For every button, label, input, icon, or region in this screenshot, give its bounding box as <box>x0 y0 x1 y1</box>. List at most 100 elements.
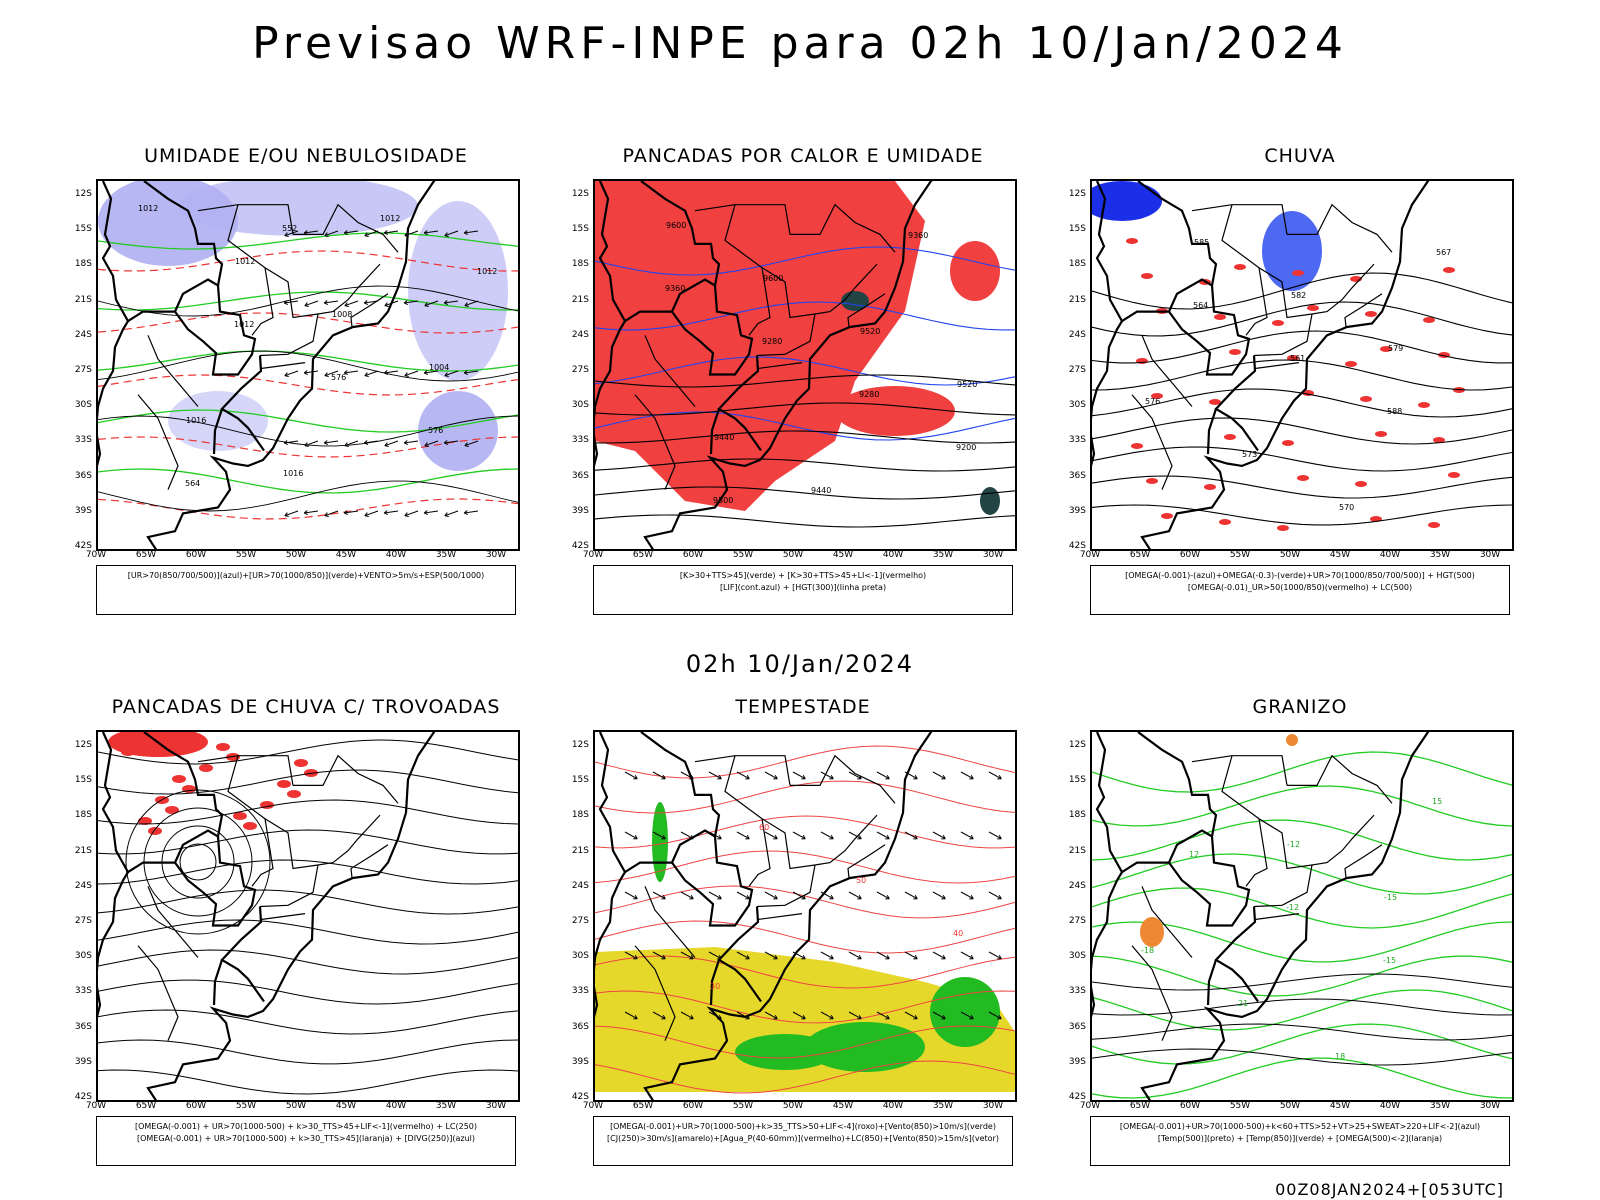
contour-label: 9520 <box>860 327 880 336</box>
latitude-tick-label: 18S <box>74 810 92 821</box>
streamline-250 <box>98 889 518 915</box>
thunder-red-area <box>243 822 257 830</box>
legend-line: [OMEGA(-0.01)_UR>50(1000/850)(vermelho) … <box>1187 583 1413 592</box>
contour-label: 9360 <box>665 284 685 293</box>
hgt300-contour <box>595 514 1015 528</box>
thickness-red-contour <box>98 436 518 458</box>
temp850-contour <box>1092 853 1512 895</box>
contour-label: 561 <box>1290 354 1305 363</box>
rain-red-area <box>1418 402 1430 408</box>
hgt500-contour <box>1092 301 1512 337</box>
thunder-red-area <box>233 812 247 820</box>
hgt500-contour <box>1092 417 1512 445</box>
wind-vector-head <box>829 1015 834 1020</box>
wind-vector <box>736 831 750 840</box>
contour-label: 18 <box>1335 1052 1345 1061</box>
precip-water-contour <box>595 920 1015 954</box>
rain-red-area <box>1131 443 1143 449</box>
wind-vector-head <box>801 955 806 960</box>
panel-title: PANCADAS POR CALOR E UMIDADE <box>622 145 984 167</box>
coastline <box>146 181 436 549</box>
wind-vector-head <box>661 835 666 840</box>
wind-vector-head <box>857 895 862 900</box>
wind-vector <box>652 771 666 780</box>
wind-vector <box>932 951 946 960</box>
coastline <box>1140 732 1430 1100</box>
latitude-tick-label: 18S <box>1068 259 1086 270</box>
latitude-tick-label: 21S <box>74 845 92 856</box>
longitude-tick-label: 35W <box>932 550 954 560</box>
wind-vector-head <box>404 512 409 517</box>
state-border <box>790 203 896 253</box>
convection-red-area <box>595 181 925 511</box>
panel-title: GRANIZO <box>1252 696 1348 718</box>
longitude-tick-label: 30W <box>982 1101 1004 1111</box>
legend-line: [OMEGA(-0.001) + UR>70(1000-500) + k>30_… <box>134 1122 478 1131</box>
hgt300-contour <box>595 374 1015 388</box>
panel-title: PANCADAS DE CHUVA C/ TROVOADAS <box>111 696 501 718</box>
wind-vector-head <box>344 442 349 447</box>
wind-vector-head <box>717 895 722 900</box>
longitude-tick-label: 50W <box>285 1101 307 1111</box>
wind-vector <box>364 370 379 377</box>
wind-vector-head <box>324 232 329 237</box>
convection-red-area <box>835 386 955 436</box>
legend-line: [UR>70(850/700/500)](azul)+[UR>70(1000/8… <box>127 571 485 580</box>
longitude-tick-label: 65W <box>632 550 654 560</box>
contour-label: 588 <box>1387 407 1402 416</box>
legend-line: [OMEGA(-0.001) + UR>70(1000-500) + k>30_… <box>136 1134 476 1143</box>
longitude-tick-label: 60W <box>1179 550 1201 560</box>
wind-vector <box>848 1011 862 1020</box>
wind-vector <box>680 951 694 960</box>
wind-vector-head <box>404 372 409 377</box>
state-border <box>147 335 199 407</box>
wind-vector-head <box>633 775 638 780</box>
wind-vector <box>988 771 1002 780</box>
state-border <box>756 864 816 908</box>
thunder-red-area <box>165 806 179 814</box>
wind-vector <box>876 831 890 840</box>
wind-vector-head <box>969 775 974 780</box>
temp500-contour <box>1092 998 1512 1016</box>
wind-vector-head <box>689 1015 694 1020</box>
latitude-tick-label: 18S <box>74 259 92 270</box>
latitude-tick-label: 30S <box>1068 951 1086 962</box>
state-border <box>1287 754 1393 804</box>
wind-vector-head <box>343 510 349 515</box>
temp850-contour <box>1092 887 1512 929</box>
latitude-tick-label: 30S <box>571 400 589 411</box>
latitude-tick-label: 24S <box>74 329 92 340</box>
wind-vector <box>624 831 638 840</box>
longitude-tick-label: 40W <box>882 1101 904 1111</box>
wind-vector <box>324 300 339 304</box>
contour-label: 567 <box>1436 248 1451 257</box>
hgt500-contour <box>1092 504 1512 526</box>
latitude-tick-label: 33S <box>1068 986 1086 997</box>
precip-water-contour <box>595 780 1015 814</box>
latitude-tick-label: 21S <box>1068 294 1086 305</box>
contour-label: 576 <box>331 373 346 382</box>
longitude-tick-label: 45W <box>335 550 357 560</box>
longitude-tick-label: 55W <box>235 1101 257 1111</box>
wind-vector <box>736 771 750 780</box>
wind-vector-head <box>773 835 778 840</box>
longitude-tick-label: 35W <box>932 1101 954 1111</box>
contour-label: 9500 <box>713 496 733 505</box>
wind-vector-head <box>941 955 946 960</box>
wind-vector <box>404 510 419 517</box>
latitude-tick-label: 33S <box>74 435 92 446</box>
wind-vector-head <box>384 302 389 307</box>
wind-vector-head <box>423 370 429 375</box>
precip-water-contour <box>595 850 1015 884</box>
latitude-tick-label: 24S <box>1068 329 1086 340</box>
wind-vector <box>876 891 890 900</box>
wind-vector-head <box>304 442 309 447</box>
rain-red-area <box>1428 522 1440 528</box>
state-border <box>1191 755 1288 786</box>
longitude-tick-label: 70W <box>582 550 604 560</box>
latitude-tick-label: 42S <box>571 541 589 551</box>
wind-vector <box>344 300 359 307</box>
country-border <box>1092 181 1124 467</box>
humidity-green-contour <box>98 468 518 494</box>
wind-vector-head <box>363 440 369 445</box>
